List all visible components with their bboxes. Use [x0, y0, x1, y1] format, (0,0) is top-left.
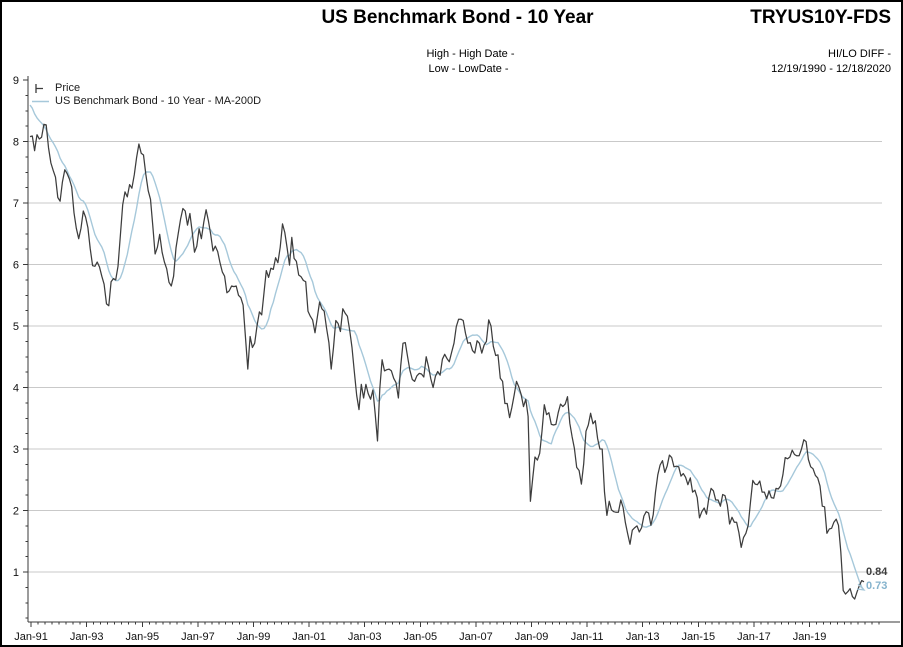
legend-price-label: Price: [55, 82, 81, 94]
y-tick-label: 6: [13, 260, 19, 272]
x-tick-label: Jan-01: [292, 631, 326, 643]
ma-line: [29, 104, 865, 591]
y-tick-label: 9: [13, 75, 19, 87]
x-tick-label: Jan-11: [571, 631, 604, 643]
x-tick-label: Jan-93: [70, 631, 104, 643]
last-ma-label: 0.73: [866, 580, 888, 592]
y-tick-label: 8: [13, 137, 19, 149]
x-tick-label: Jan-07: [459, 631, 493, 643]
y-tick-label: 5: [13, 321, 19, 333]
x-tick-label: Jan-05: [403, 631, 437, 643]
x-tick-label: Jan-91: [14, 631, 48, 643]
price-tick-marker-icon: [35, 84, 43, 93]
x-tick-label: Jan-95: [125, 631, 159, 643]
y-tick-label: 2: [13, 506, 19, 518]
y-tick-label: 7: [13, 198, 19, 210]
legend-item-price: Price: [32, 82, 261, 95]
low-lowdate-label: Low - LowDate -: [428, 63, 509, 75]
date-range-label: 12/19/1990 - 12/18/2020: [771, 63, 891, 75]
high-highdate-label: High - High Date -: [426, 48, 515, 60]
x-tick-label: Jan-17: [737, 631, 771, 643]
hilo-diff-label: HI/LO DIFF -: [828, 48, 891, 60]
x-tick-label: Jan-99: [237, 631, 271, 643]
last-price-label: 0.84: [866, 566, 888, 578]
chart-title: US Benchmark Bond - 10 Year: [321, 7, 594, 28]
x-tick-label: Jan-13: [626, 631, 660, 643]
y-tick-label: 4: [13, 383, 19, 395]
x-tick-label: Jan-03: [348, 631, 382, 643]
ticker-symbol: TRYUS10Y-FDS: [744, 7, 891, 29]
y-tick-label: 3: [13, 444, 19, 456]
legend-item-ma: US Benchmark Bond - 10 Year - MA-200D: [32, 95, 261, 108]
x-tick-label: Jan-15: [681, 631, 715, 643]
x-tick-label: Jan-97: [181, 631, 215, 643]
x-tick-label: Jan-09: [515, 631, 549, 643]
legend-ma-label: US Benchmark Bond - 10 Year - MA-200D: [55, 95, 262, 107]
price-marker-glyph: [35, 84, 43, 93]
ma-line-icon: [32, 100, 49, 103]
chart-legend: Price US Benchmark Bond - 10 Year - MA-2…: [32, 82, 261, 108]
ma-end-arrow-icon: [856, 583, 866, 591]
x-tick-label: Jan-19: [793, 631, 827, 643]
y-tick-label: 1: [13, 567, 19, 579]
price-line: [29, 123, 865, 600]
